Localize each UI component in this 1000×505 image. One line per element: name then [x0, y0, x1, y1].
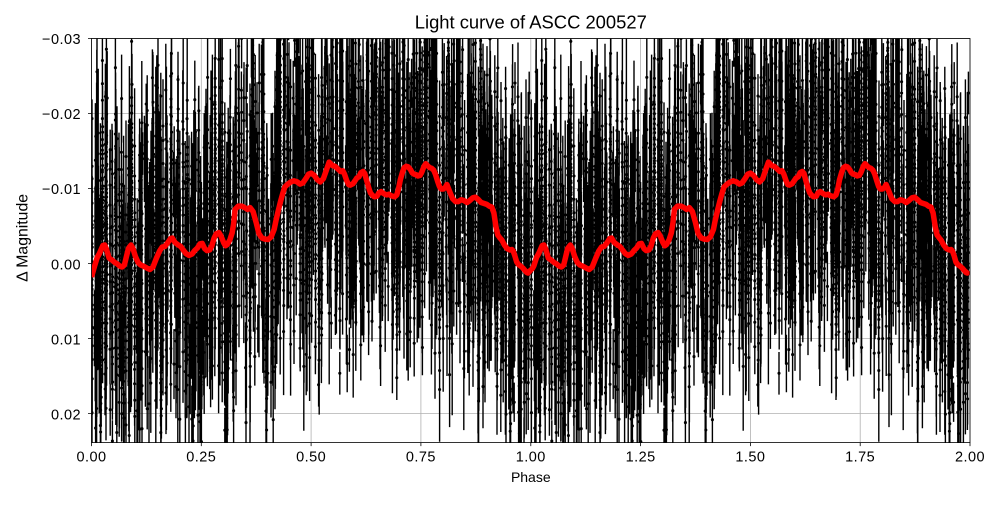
svg-text:Δ Magnitude: Δ Magnitude: [15, 194, 32, 282]
svg-text:−0.03: −0.03: [42, 32, 81, 48]
svg-text:0.75: 0.75: [406, 450, 436, 466]
svg-text:0.00: 0.00: [51, 257, 81, 273]
svg-text:1.50: 1.50: [735, 450, 765, 466]
svg-text:0.00: 0.00: [76, 450, 106, 466]
svg-text:1.00: 1.00: [516, 450, 546, 466]
svg-text:Light curve of ASCC 200527: Light curve of ASCC 200527: [415, 12, 647, 33]
svg-text:0.01: 0.01: [51, 332, 81, 348]
svg-text:0.25: 0.25: [186, 450, 216, 466]
svg-text:−0.01: −0.01: [42, 182, 81, 198]
svg-text:1.25: 1.25: [626, 450, 656, 466]
svg-text:−0.02: −0.02: [42, 107, 81, 123]
svg-text:2.00: 2.00: [955, 450, 985, 466]
svg-text:0.02: 0.02: [51, 407, 81, 423]
svg-text:1.75: 1.75: [845, 450, 875, 466]
svg-text:0.50: 0.50: [296, 450, 326, 466]
svg-text:Phase: Phase: [511, 469, 551, 485]
